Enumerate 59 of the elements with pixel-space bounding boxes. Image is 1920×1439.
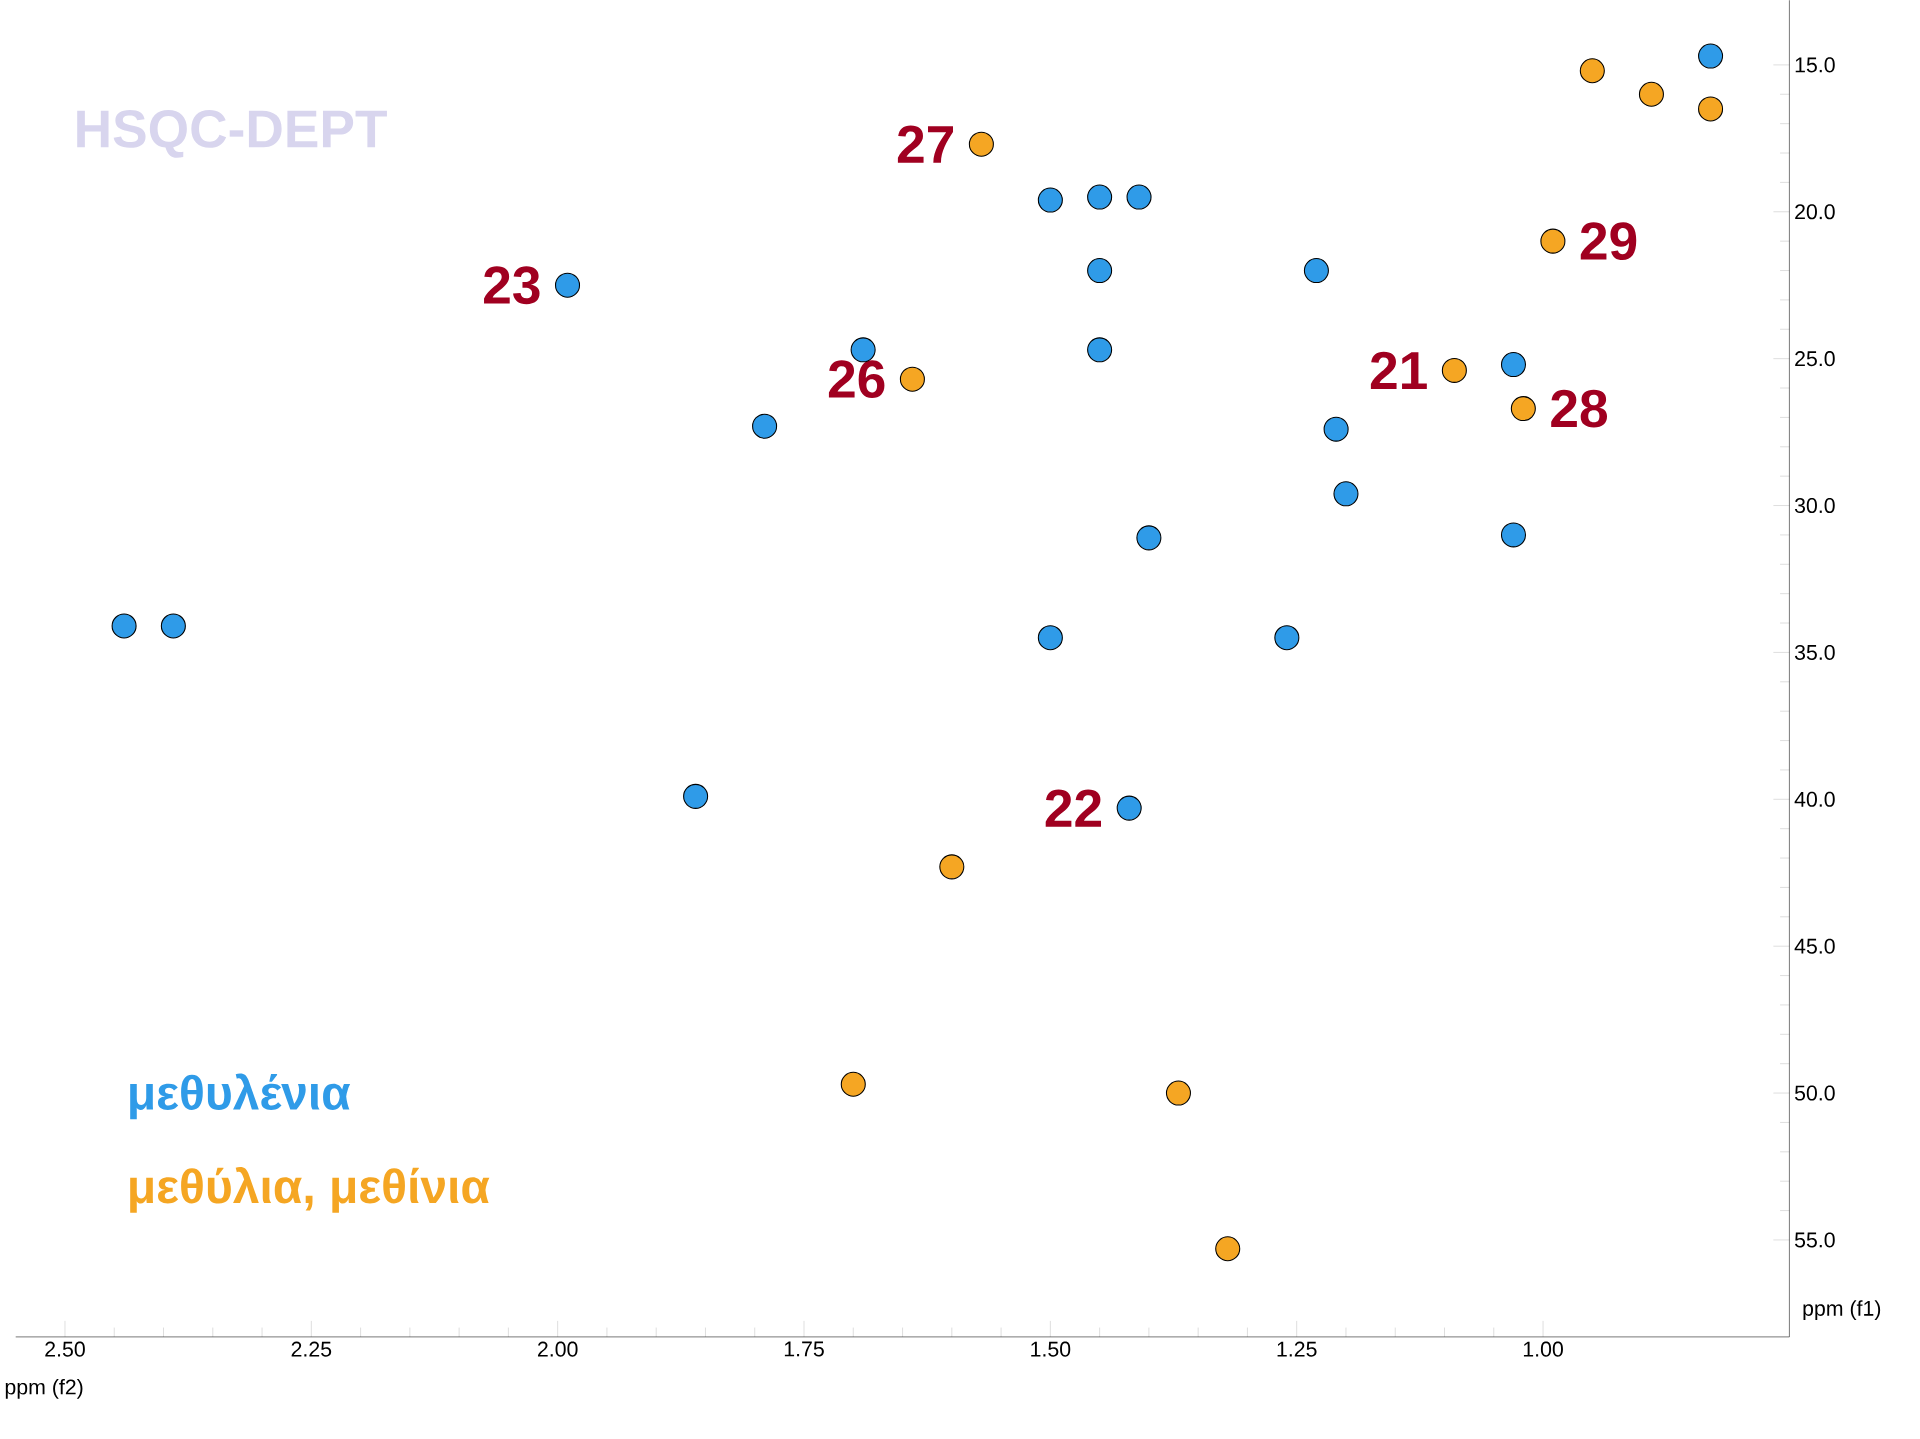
- point: [1510, 395, 1536, 421]
- text: μεθύλια, μεθίνια: [130, 1166, 490, 1213]
- point: [1303, 257, 1329, 283]
- point: [968, 131, 994, 157]
- point: [939, 854, 965, 880]
- point: [160, 613, 186, 639]
- point: [1165, 1080, 1191, 1106]
- x-axis-title: ppm (f2): [5, 1378, 83, 1399]
- point: [683, 783, 709, 809]
- point: [1323, 416, 1349, 442]
- x-tick-label: 2.50: [45, 1341, 85, 1357]
- y-tick-label: 45.0: [1794, 938, 1835, 954]
- x-tick-label: 1.00: [1523, 1341, 1563, 1357]
- point: [1116, 795, 1142, 821]
- point: [1037, 187, 1063, 213]
- point: [840, 1071, 866, 1097]
- point: [1333, 481, 1359, 507]
- x-tick-label: 2.00: [537, 1341, 578, 1357]
- point: [1500, 522, 1527, 548]
- point: [111, 613, 137, 639]
- x-tick-label: 1.50: [1031, 1341, 1071, 1357]
- y-tick-label: 55.0: [1794, 1232, 1835, 1248]
- point: [752, 413, 778, 439]
- y-tick-label: 35.0: [1794, 644, 1835, 660]
- annotation: 27: [897, 125, 953, 163]
- y-tick-label: 40.0: [1794, 791, 1835, 807]
- x-tick-label: 1.25: [1277, 1341, 1317, 1357]
- annotation: 29: [1580, 222, 1637, 260]
- point: [1638, 81, 1664, 107]
- point: [1087, 337, 1113, 363]
- y-tick-label: 50.0: [1794, 1085, 1835, 1101]
- point: [1441, 357, 1467, 383]
- point: [1274, 624, 1300, 651]
- y-axis-title: ppm (f1): [1803, 1299, 1881, 1320]
- point: [1136, 525, 1162, 551]
- y-tick-label: 20.0: [1795, 204, 1835, 220]
- point: [1540, 228, 1566, 254]
- point: [1215, 1236, 1241, 1262]
- y-tick-label: 25.0: [1795, 350, 1835, 366]
- annotation: 21: [1370, 351, 1427, 389]
- point: [1698, 43, 1724, 69]
- point: [554, 272, 581, 298]
- point: [1500, 351, 1527, 377]
- y-tick-label: 30.0: [1794, 497, 1835, 513]
- annotation: 28: [1551, 389, 1608, 428]
- point: [1087, 257, 1113, 283]
- point: [1037, 624, 1063, 651]
- point: [1698, 96, 1724, 122]
- x-tick-label: 2.25: [291, 1341, 332, 1357]
- point: [899, 366, 925, 392]
- point: [1087, 184, 1113, 210]
- y-tick-label: 15.0: [1795, 57, 1835, 73]
- point: [1579, 58, 1605, 84]
- annotation: 26: [828, 360, 885, 398]
- text: μεθυλένια: [130, 1073, 351, 1119]
- point: [1126, 184, 1152, 210]
- annotation: 22: [1045, 789, 1102, 827]
- x-tick-label: 1.75: [784, 1341, 824, 1357]
- annotation: 23: [484, 266, 540, 304]
